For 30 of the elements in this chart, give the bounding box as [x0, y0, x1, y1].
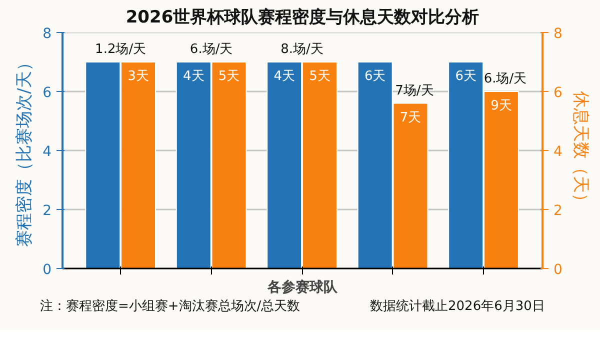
annotation: 6天 [455, 69, 476, 84]
y2-tick-label: 4 [554, 144, 562, 160]
annotation: 3天 [128, 69, 149, 84]
y2-tick-label: 2 [554, 203, 562, 219]
annotation: 6.场/天 [484, 72, 527, 86]
text: 数据统计截止2026年6月30日 [370, 298, 545, 316]
annotation: 4天 [182, 69, 204, 84]
y-tick-label: 2 [42, 203, 52, 219]
y-axis-title: 赛程密度（比赛场次/天） [14, 54, 35, 247]
annotation: 6.场/天 [190, 42, 233, 57]
annotation: 1.2场/天 [95, 42, 146, 57]
x-axis-title: 各参赛球队 [266, 278, 338, 296]
annotation: 4天 [274, 69, 295, 84]
y-tick-label: 0 [42, 262, 52, 278]
annotation: 6天 [364, 69, 386, 84]
y-tick-label: 6 [42, 85, 52, 101]
text: 注：赛程密度=小组赛+淘汰赛总场次/总天数 [40, 298, 300, 316]
y2-tick-label: 6 [554, 85, 562, 101]
annotation: 9天 [490, 98, 512, 114]
annotation: 7天 [400, 110, 422, 126]
y-tick-label: 8 [42, 26, 52, 42]
annotation: 5天 [218, 69, 240, 84]
y2-axis-title: 休息天数（天） [570, 91, 590, 210]
annotation: 8.场/天 [280, 42, 324, 57]
y2-tick-label: 0 [554, 262, 562, 278]
y-tick-label: 4 [42, 144, 52, 160]
annotation: 7场/天 [395, 83, 434, 98]
y2-tick-label: 8 [554, 26, 562, 42]
annotation: 5天 [309, 69, 330, 84]
chart-title: 2026世界杯球队赛程密度与休息天数对比分析 [126, 8, 480, 28]
